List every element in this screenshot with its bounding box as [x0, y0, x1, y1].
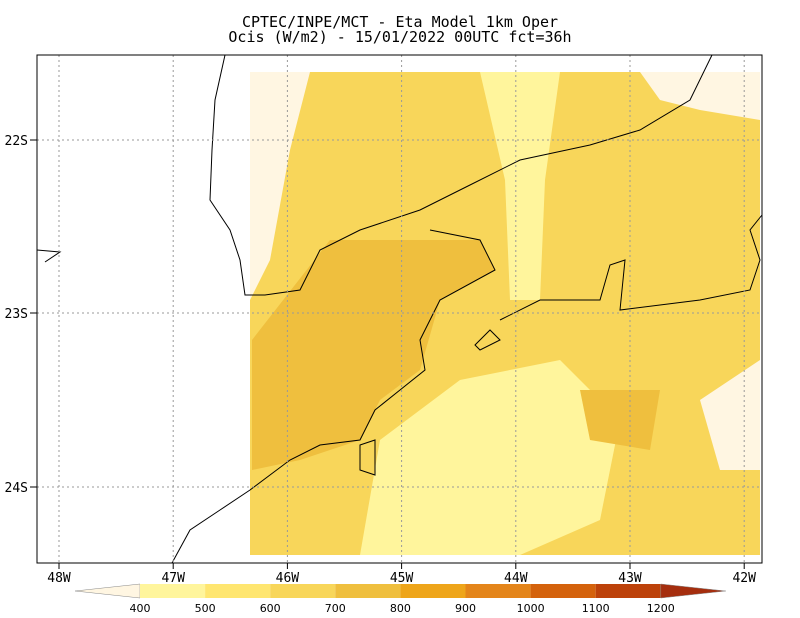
field-light — [700, 360, 760, 470]
subtitle-line: Ocis (W/m2) - 15/01/2022 00UTC fct=36h — [228, 28, 571, 46]
colorbar-box — [270, 584, 336, 598]
colorbar-arrow — [74, 583, 141, 599]
lat-label: 23S — [5, 307, 28, 322]
lon-label: 46W — [276, 571, 300, 586]
colorbar-label: 600 — [260, 602, 281, 615]
lat-label: 22S — [5, 134, 28, 149]
field-light — [360, 360, 620, 555]
lon-label: 47W — [161, 571, 185, 586]
map-frame — [36, 54, 763, 564]
graticule — [37, 55, 762, 563]
colorbar-label: 1200 — [647, 602, 675, 615]
island — [359, 439, 376, 476]
field-light — [480, 72, 560, 300]
colorbar-arrow — [660, 583, 726, 599]
lon-label: 44W — [504, 571, 528, 586]
coast — [499, 214, 763, 321]
colorbar-label: 900 — [455, 602, 476, 615]
colorbar-label: 500 — [195, 602, 216, 615]
field-light — [250, 72, 310, 300]
lon-label: 45W — [390, 571, 414, 586]
coast — [171, 229, 496, 564]
colorbar-box — [400, 584, 466, 598]
colorbar-label: 400 — [130, 602, 151, 615]
colorbar-box — [595, 584, 661, 598]
colorbar-box — [140, 584, 206, 598]
lat-label: 24S — [5, 481, 28, 496]
coastline — [36, 54, 763, 564]
field-dark — [580, 390, 660, 450]
lon-label: 43W — [618, 571, 642, 586]
field-light — [640, 72, 760, 120]
colorbar-box — [335, 584, 401, 598]
colorbar-label: 1000 — [517, 602, 545, 615]
colorbar-label: 700 — [325, 602, 346, 615]
island — [474, 329, 501, 351]
colorbar-label: 1100 — [582, 602, 610, 615]
border — [209, 54, 713, 296]
colorbar-box — [530, 584, 596, 598]
colorbar-box — [465, 584, 531, 598]
coast — [36, 249, 62, 263]
lon-label: 48W — [47, 571, 71, 586]
colorbar-box — [205, 584, 271, 598]
field — [250, 72, 760, 555]
colorbar-label: 800 — [390, 602, 411, 615]
title-line: CPTEC/INPE/MCT - Eta Model 1km Oper — [242, 13, 558, 31]
lon-label: 42W — [732, 571, 756, 586]
field-dark — [252, 240, 495, 470]
